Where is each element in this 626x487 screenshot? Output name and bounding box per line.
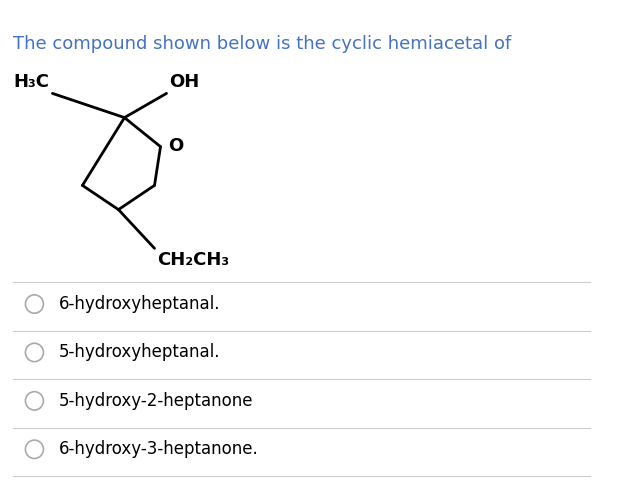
Text: OH: OH xyxy=(170,73,200,91)
Text: 6-hydroxyheptanal.: 6-hydroxyheptanal. xyxy=(58,295,220,313)
Text: 5-hydroxyheptanal.: 5-hydroxyheptanal. xyxy=(58,343,220,361)
Text: CH₂CH₃: CH₂CH₃ xyxy=(158,251,230,269)
Text: H₃C: H₃C xyxy=(13,73,49,91)
Text: 5-hydroxy-2-heptanone: 5-hydroxy-2-heptanone xyxy=(58,392,253,410)
Text: O: O xyxy=(168,137,183,155)
Text: 6-hydroxy-3-heptanone.: 6-hydroxy-3-heptanone. xyxy=(58,440,258,458)
Text: The compound shown below is the cyclic hemiacetal of: The compound shown below is the cyclic h… xyxy=(13,35,511,53)
